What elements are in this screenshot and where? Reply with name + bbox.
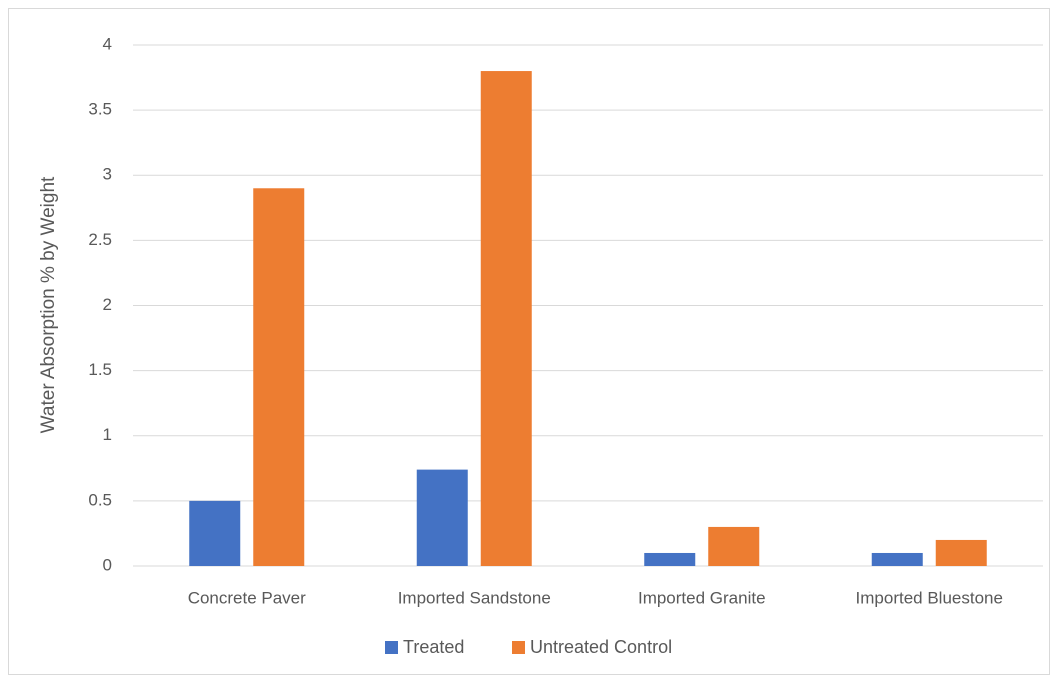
legend-label: Treated: [403, 637, 464, 657]
bar-untreated-control: [253, 188, 305, 566]
x-tick-label: Concrete Paver: [188, 588, 306, 607]
bar-treated: [644, 552, 696, 566]
bars: [189, 71, 987, 567]
x-tick-labels: Concrete Paver Imported Sandstone Imported…: [188, 588, 1003, 607]
y-axis-title: Water Absorption % by Weight: [38, 176, 59, 433]
y-tick-label: 0.5: [88, 490, 112, 509]
legend: Treated Untreated Control: [385, 637, 672, 657]
x-tick-label: Imported Bluestone: [856, 588, 1003, 607]
y-tick-labels: 0 0.5 1 1.5 2 2.5 3 3.5 4: [88, 34, 112, 574]
bar-treated: [189, 500, 241, 566]
y-tick-label: 4: [103, 34, 112, 53]
y-tick-label: 1.5: [88, 360, 112, 379]
legend-swatch: [512, 641, 525, 654]
bar-treated: [871, 552, 923, 566]
y-tick-label: 3.5: [88, 100, 112, 119]
legend-label: Untreated Control: [530, 637, 672, 657]
x-tick-label: Imported Granite: [638, 588, 766, 607]
bar-untreated-control: [708, 526, 760, 566]
bar-treated: [416, 469, 468, 566]
x-tick-label: Imported Sandstone: [398, 588, 551, 607]
y-tick-label: 2.5: [88, 230, 112, 249]
bar-untreated-control: [480, 71, 532, 567]
y-tick-label: 2: [103, 295, 112, 314]
legend-swatch: [385, 641, 398, 654]
y-tick-label: 3: [103, 165, 112, 184]
y-tick-label: 1: [103, 425, 112, 444]
bar-untreated-control: [935, 539, 987, 566]
y-tick-label: 0: [103, 555, 112, 574]
